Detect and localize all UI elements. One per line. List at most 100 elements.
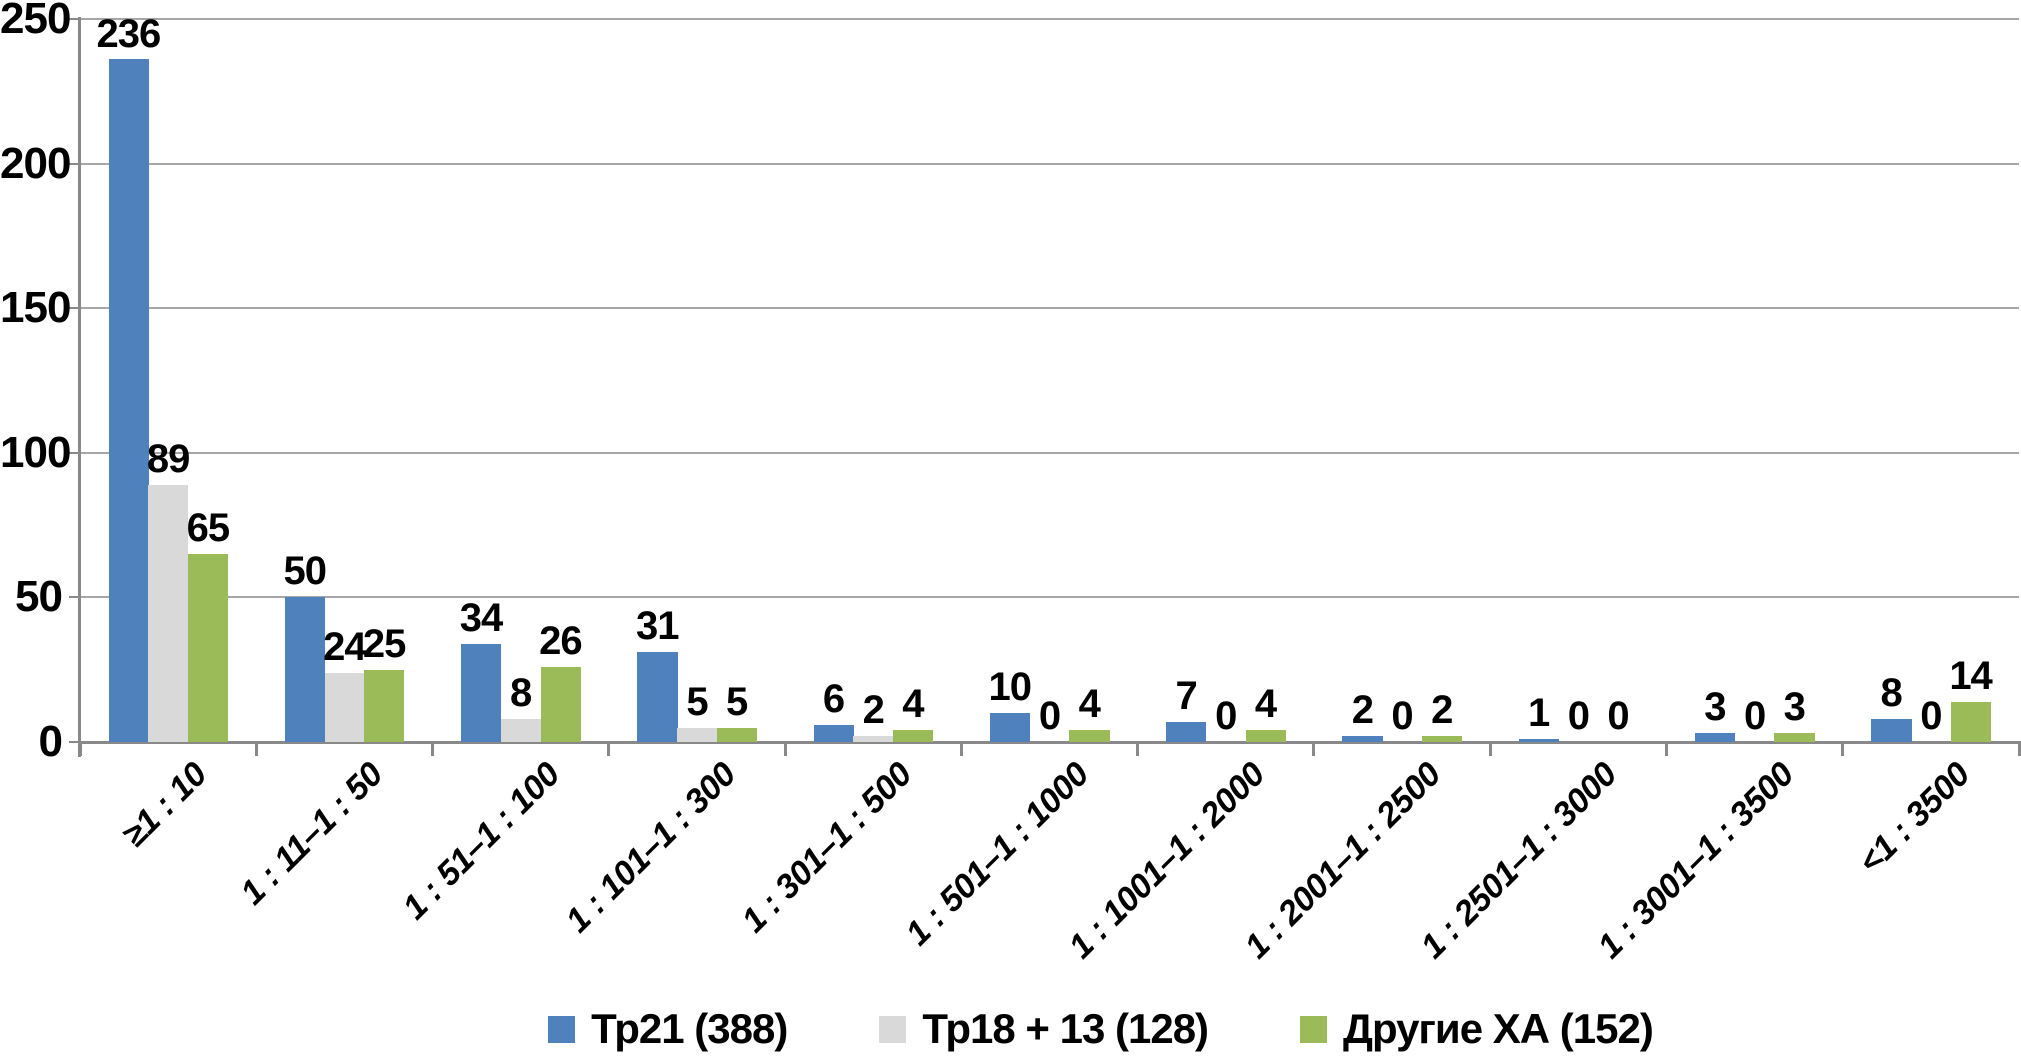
bar-tp21 xyxy=(108,59,149,742)
gridline xyxy=(80,307,2019,310)
data-label: 14 xyxy=(1949,653,1992,698)
x-axis-line xyxy=(78,741,2021,744)
data-label: 0 xyxy=(1920,694,1942,738)
y-axis-tick-label: 50 xyxy=(15,572,63,622)
x-axis-tick xyxy=(78,742,82,756)
data-label: 8 xyxy=(1880,670,1903,715)
data-label: 1 xyxy=(1527,691,1550,736)
data-label: 0 xyxy=(1743,694,1766,738)
bar-tp21 xyxy=(637,652,678,742)
data-label: 89 xyxy=(146,436,190,481)
x-axis-tick xyxy=(254,742,258,756)
data-label: 50 xyxy=(283,549,326,594)
bar-other-ca xyxy=(1950,701,1991,742)
x-axis-label: 1 : 51–1 : 100 xyxy=(395,755,567,927)
bar-tp21 xyxy=(1871,718,1912,742)
data-label: 25 xyxy=(362,621,406,666)
data-label: 236 xyxy=(96,11,162,56)
x-axis-label: 1 : 501–1 : 1000 xyxy=(898,755,1096,953)
legend-label: Тр21 (388) xyxy=(591,1005,788,1052)
data-label: 2 xyxy=(862,688,885,733)
data-label: 34 xyxy=(459,595,503,640)
bar-tp21 xyxy=(989,713,1031,742)
legend: Тр21 (388) Тр18 + 13 (128) Другие ХА (152) xyxy=(0,1004,2021,1054)
x-axis-tick xyxy=(783,742,787,756)
data-label: 3 xyxy=(1783,685,1806,730)
y-axis-tick xyxy=(69,596,79,599)
data-label: 6 xyxy=(822,676,845,721)
bar-tp21 xyxy=(813,724,854,742)
data-label: 0 xyxy=(1215,694,1237,738)
bar-other-ca xyxy=(1245,730,1286,742)
data-label: 5 xyxy=(686,679,708,724)
y-axis-tick-label: 250 xyxy=(0,0,71,43)
bar-tp21 xyxy=(284,597,326,742)
y-axis-tick-label: 200 xyxy=(0,138,71,188)
gridline xyxy=(80,162,2019,165)
x-axis-tick xyxy=(2017,742,2021,756)
y-axis-tick xyxy=(69,451,79,454)
data-label: 3 xyxy=(1704,685,1726,730)
bar-other-ca xyxy=(1774,733,1815,742)
x-axis-tick xyxy=(431,742,435,756)
legend-swatch xyxy=(548,1015,576,1043)
x-axis-label: 1 : 101–1 : 300 xyxy=(558,755,744,940)
x-axis-tick xyxy=(1841,742,1845,756)
y-axis-tick-label: 150 xyxy=(0,283,71,333)
data-label: 2 xyxy=(1431,688,1453,733)
data-label: 26 xyxy=(539,618,582,663)
bar-other-ca xyxy=(1069,730,1110,742)
bar-other-ca xyxy=(187,554,229,742)
x-axis-tick xyxy=(959,742,963,756)
legend-label: Тр18 + 13 (128) xyxy=(922,1005,1209,1052)
x-axis-tick xyxy=(1312,742,1316,756)
data-label: 24 xyxy=(323,624,366,669)
bar-tp18-13 xyxy=(500,718,542,742)
legend-swatch xyxy=(879,1015,907,1043)
y-axis-tick-label: 0 xyxy=(38,717,63,766)
data-label: 5 xyxy=(726,679,748,724)
y-axis-tick xyxy=(69,162,79,165)
legend-item: Тр18 + 13 (128) xyxy=(879,1005,1209,1052)
bar-other-ca xyxy=(1421,736,1463,742)
data-label: 4 xyxy=(1254,682,1277,727)
data-label: 31 xyxy=(636,604,679,649)
legend-item: Другие ХА (152) xyxy=(1300,1005,1654,1052)
gridline xyxy=(80,18,2019,20)
gridline xyxy=(80,451,2019,454)
gridline xyxy=(80,596,2019,599)
legend-swatch xyxy=(1300,1015,1328,1043)
bar-other-ca xyxy=(364,669,405,742)
x-axis-tick xyxy=(1664,742,1668,756)
bar-tp18-13 xyxy=(148,484,189,742)
bar-other-ca xyxy=(716,727,757,742)
bar-tp21 xyxy=(461,643,502,742)
bar-tp18-13 xyxy=(324,672,365,742)
data-label: 2 xyxy=(1351,688,1374,733)
x-axis-label: 1 : 301–1 : 500 xyxy=(734,755,920,940)
data-label: 0 xyxy=(1567,694,1590,738)
y-axis-line xyxy=(78,17,81,757)
data-label: 7 xyxy=(1175,673,1197,718)
x-axis-tick xyxy=(1136,742,1140,756)
x-axis-tick xyxy=(607,742,611,756)
bar-tp21 xyxy=(1342,736,1383,742)
x-axis-tick xyxy=(1488,742,1492,756)
data-label: 4 xyxy=(1078,682,1101,727)
x-axis-label: 1 : 11–1 : 50 xyxy=(233,755,391,913)
data-label: 10 xyxy=(988,665,1032,710)
data-label: 4 xyxy=(902,682,924,727)
y-axis-tick xyxy=(69,741,79,743)
bar-tp21 xyxy=(1518,739,1559,742)
bar-other-ca xyxy=(540,666,581,742)
data-label: 65 xyxy=(186,506,230,551)
data-label: 0 xyxy=(1607,694,1629,738)
legend-label: Другие ХА (152) xyxy=(1343,1005,1654,1052)
bar-tp18-13 xyxy=(677,727,718,742)
bar-other-ca xyxy=(893,730,934,742)
y-axis-tick xyxy=(69,307,79,310)
bar-tp21 xyxy=(1166,721,1207,742)
data-label: 8 xyxy=(510,670,532,715)
